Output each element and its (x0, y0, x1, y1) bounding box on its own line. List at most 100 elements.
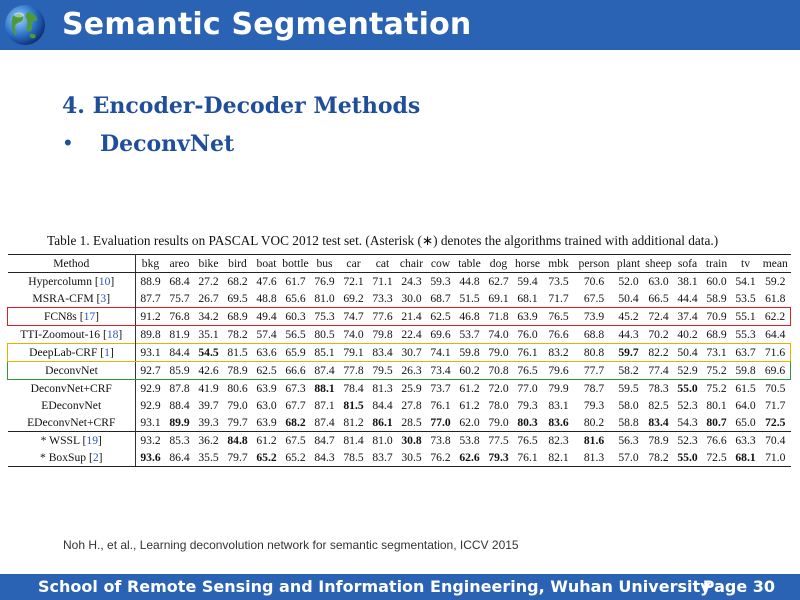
results-table: Method bkg areo bike bird boat bottle bus car cat… (7, 254, 791, 467)
column-header: bird (223, 254, 252, 273)
value-cell: 71.8 (484, 307, 513, 326)
citation-close: ] (118, 328, 123, 341)
value-cell: 64.0 (735, 399, 756, 412)
value-cell: 55.1 (731, 307, 760, 326)
column-header: cat (368, 254, 397, 273)
value-cell: 77.4 (644, 361, 673, 380)
footer-institution: School of Remote Sensing and Information… (38, 577, 711, 596)
slide-title: Semantic Segmentation (62, 7, 472, 42)
value-cell: 80.6 (227, 382, 248, 395)
column-header: train (702, 254, 731, 273)
value-cell: 93.1 (140, 416, 161, 429)
value-cell: 93.1 (135, 343, 165, 362)
value-cell: 79.3 (484, 449, 513, 467)
value-cell: 83.6 (548, 416, 569, 429)
column-header: bus (310, 254, 339, 273)
method-name: EDeconvNet (41, 399, 102, 412)
value-cell: 81.0 (314, 292, 335, 305)
value-cell: 79.6 (542, 361, 575, 380)
value-cell: 81.4 (339, 431, 368, 449)
section-heading: 4. Encoder-Decoder Methods (62, 93, 421, 119)
value-cell: 73.4 (426, 361, 455, 380)
value-cell: 87.4 (310, 361, 339, 380)
value-cell: 62.5 (252, 361, 281, 380)
citation-close: ] (95, 310, 100, 323)
value-cell: 63.7 (731, 343, 760, 362)
value-cell: 88.9 (140, 275, 161, 288)
value-cell: 76.5 (513, 431, 542, 449)
value-cell: 30.0 (401, 292, 422, 305)
value-cell: 30.8 (397, 431, 426, 449)
value-cell: 73.8 (426, 431, 455, 449)
value-cell: 62.7 (488, 275, 509, 288)
value-cell: 79.3 (517, 399, 538, 412)
value-cell: 60.3 (281, 307, 310, 326)
value-cell: 77.0 (430, 416, 451, 429)
value-cell: 54.5 (194, 343, 223, 362)
value-cell: 89.9 (169, 416, 190, 429)
value-cell: 81.3 (575, 449, 613, 467)
value-cell: 53.8 (455, 431, 484, 449)
value-cell: 54.3 (677, 416, 698, 429)
table-caption: Table 1. Evaluation results on PASCAL VO… (47, 233, 719, 248)
value-cell: 73.7 (430, 382, 451, 395)
value-cell: 65.2 (252, 449, 281, 467)
page-number: Page 30 (702, 577, 775, 596)
value-cell: 68.1 (731, 449, 760, 467)
column-header: dog (484, 254, 513, 273)
value-cell: 70.9 (702, 307, 731, 326)
value-cell: 27.2 (198, 275, 219, 288)
value-cell: 61.8 (765, 292, 786, 305)
citation-ref: 10 (98, 275, 111, 288)
value-cell: 81.0 (368, 431, 397, 449)
citation-close: ] (106, 292, 111, 305)
value-cell: 58.9 (706, 292, 727, 305)
value-cell: 61.2 (459, 382, 480, 395)
value-cell: 63.9 (256, 382, 277, 395)
value-cell: 59.8 (455, 343, 484, 362)
value-cell: 76.6 (548, 328, 569, 341)
value-cell: 92.7 (135, 361, 165, 380)
value-cell: 87.1 (314, 399, 335, 412)
value-cell: 93.6 (135, 449, 165, 467)
value-cell: 67.7 (285, 399, 306, 412)
value-cell: 44.3 (618, 328, 639, 341)
citation-close: ] (97, 434, 102, 447)
value-cell: 77.6 (368, 307, 397, 326)
value-cell: 68.2 (227, 275, 248, 288)
value-cell: 63.0 (256, 399, 277, 412)
citation-ref: 3 (100, 292, 107, 305)
value-cell: 39.3 (198, 416, 219, 429)
value-cell: 69.1 (488, 292, 509, 305)
value-cell: 70.4 (760, 431, 791, 449)
value-cell: 72.5 (702, 449, 731, 467)
value-cell: 26.7 (198, 292, 219, 305)
value-cell: 62.2 (760, 307, 791, 326)
value-cell: 79.0 (227, 399, 248, 412)
value-cell: 73.9 (575, 307, 613, 326)
value-cell: 81.5 (343, 399, 364, 412)
value-cell: 78.2 (644, 449, 673, 467)
value-cell: 60.2 (455, 361, 484, 380)
value-cell: 60.0 (706, 275, 727, 288)
value-cell: 93.2 (135, 431, 165, 449)
value-cell: 28.5 (401, 416, 422, 429)
value-cell: 76.9 (314, 275, 335, 288)
citation-ref: 1 (104, 346, 110, 359)
table-row: EDeconvNet+CRF 93.1 89.9 39.3 79.7 63.9 68.2 87… (7, 414, 791, 432)
value-cell: 81.2 (343, 416, 364, 429)
method-cell: * WSSL [19] (7, 431, 136, 449)
value-cell: 82.2 (644, 343, 673, 362)
value-cell: 82.5 (648, 399, 669, 412)
value-cell: 25.9 (401, 382, 422, 395)
value-cell: 80.7 (706, 416, 727, 429)
value-cell: 76.8 (165, 307, 194, 326)
value-cell: 76.5 (513, 361, 542, 380)
value-cell: 34.2 (194, 307, 223, 326)
value-cell: 58.2 (613, 361, 644, 380)
value-cell: 57.4 (256, 328, 277, 341)
citation-ref: 19 (86, 434, 98, 447)
value-cell: 47.6 (256, 275, 277, 288)
value-cell: 59.2 (765, 275, 786, 288)
value-cell: 35.1 (198, 328, 219, 341)
